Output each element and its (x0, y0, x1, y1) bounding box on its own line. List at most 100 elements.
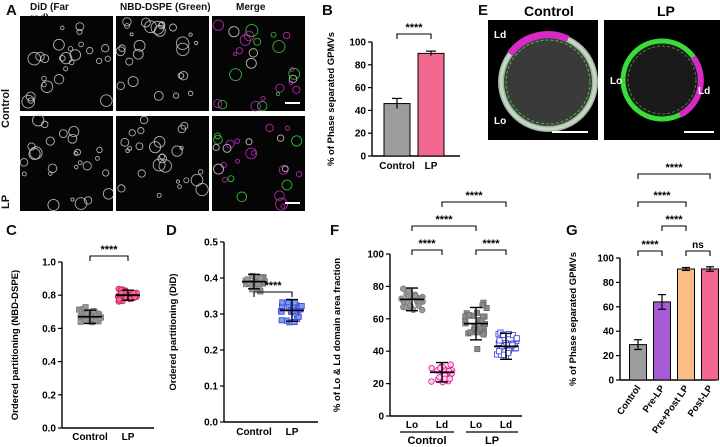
significance-bracket (637, 173, 711, 179)
vesicle-blob (188, 32, 193, 37)
vesicle-blob (27, 142, 36, 151)
vesicle-blob (67, 133, 78, 144)
vesicle-blob (73, 151, 79, 156)
vesicle-blob (157, 153, 167, 164)
vesicle-blob (83, 196, 93, 205)
vesicle-blob (265, 123, 274, 133)
vesicle-blob (213, 163, 224, 175)
data-point (97, 314, 104, 321)
row-label-control: Control (0, 88, 12, 128)
data-point (400, 285, 407, 292)
vesicle-blob (27, 51, 41, 66)
vesicle-blob (68, 125, 80, 137)
vesicle-blob (213, 98, 223, 108)
vesicle-blob (74, 148, 82, 156)
y-tick-label: 100 (367, 250, 384, 261)
y-tick-label: 0 (608, 376, 614, 387)
vesicle-blob (288, 80, 294, 86)
vesicle-blob (236, 191, 248, 203)
vesicle-blob (53, 38, 65, 51)
vesicle-blob (234, 138, 241, 144)
vesicle-blob (127, 76, 139, 87)
y-tick-label: 0 (360, 152, 366, 163)
data-point (419, 306, 426, 314)
e-lp-ld-label: Ld (698, 86, 710, 97)
vesicle-blob (225, 139, 235, 149)
vesicle-blob (96, 146, 103, 154)
y-tick-label: 0.2 (42, 390, 56, 401)
y-tick-label: 100 (597, 254, 614, 265)
significance-bracket (411, 249, 443, 255)
vesicle-blob (222, 143, 232, 153)
vesicle-blob (212, 19, 224, 31)
significance-label: **** (665, 162, 683, 174)
vesicle-blob (129, 32, 134, 37)
significance-bracket (396, 33, 432, 39)
vesicle-blob (102, 169, 110, 177)
data-point (246, 280, 253, 287)
vesicle-blob (169, 23, 178, 32)
micro-tile (212, 16, 305, 111)
vesicle-blob (32, 114, 45, 127)
data-point (446, 375, 453, 382)
vesicle-blob (235, 158, 240, 164)
group-label: LP (485, 435, 499, 447)
vesicle-blob (212, 143, 220, 151)
bar (677, 268, 695, 381)
significance-label: **** (653, 190, 671, 202)
vesicle-blob (77, 160, 83, 166)
data-point (291, 299, 298, 306)
data-point (249, 272, 256, 279)
vesicle-blob (125, 57, 134, 66)
e-lp-lo-label: Lo (610, 76, 622, 87)
y-tick-label: 0.5 (204, 238, 218, 249)
data-point (415, 302, 422, 309)
vesicle-blob (291, 135, 303, 147)
vesicle-blob (288, 67, 301, 80)
y-tick-label: 20 (373, 379, 385, 390)
vesicle-blob (60, 25, 65, 31)
vesicle-blob (295, 170, 303, 178)
data-point (479, 302, 486, 309)
y-tick-label: 60 (373, 314, 385, 325)
vesicle-blob (289, 67, 295, 72)
data-point (496, 337, 503, 344)
vesicle-blob (41, 75, 47, 82)
y-tick-label: 0.6 (42, 324, 56, 335)
y-axis-label: % of Phase separated GPMVs (568, 252, 579, 386)
vesicle-blob (274, 190, 285, 201)
vesicle-blob (120, 137, 130, 147)
vesicle-blob (235, 47, 244, 55)
vesicle-blob (281, 165, 289, 173)
vesicle-blob (175, 36, 190, 50)
data-point (428, 378, 435, 385)
y-tick-label: 40 (373, 347, 385, 358)
vesicle-blob (104, 55, 111, 62)
x-tick-label: Lo (470, 420, 482, 431)
vesicle-lp-dashed (627, 45, 697, 115)
vesicle-blob (67, 46, 74, 52)
data-point (496, 348, 503, 355)
vesicle-blob (190, 173, 204, 187)
vesicle-blob (177, 184, 182, 189)
vesicle-blob (217, 99, 228, 110)
vesicle-blob (178, 70, 189, 81)
vesicle-blob (245, 138, 253, 146)
vesicle-blob (227, 175, 235, 183)
vesicle-blob (282, 31, 291, 40)
vesicle-blob (100, 94, 113, 107)
data-point (278, 317, 285, 324)
significance-bracket (475, 249, 507, 255)
significance-label: **** (665, 214, 683, 226)
significance-bracket (441, 201, 507, 207)
data-point (447, 361, 454, 368)
vesicle-blob (128, 129, 136, 137)
micro-tile (116, 116, 209, 211)
chart-c: 0.0 0.2 0.4 0.6 0.8 1.0 Ordered partitioning (… (10, 244, 154, 442)
bar (701, 268, 719, 381)
vesicle-blob (20, 158, 29, 167)
vesicle-blob (171, 145, 183, 157)
vesicle-blob (48, 171, 53, 176)
data-point (467, 329, 474, 336)
vesicle-blob (73, 164, 79, 170)
